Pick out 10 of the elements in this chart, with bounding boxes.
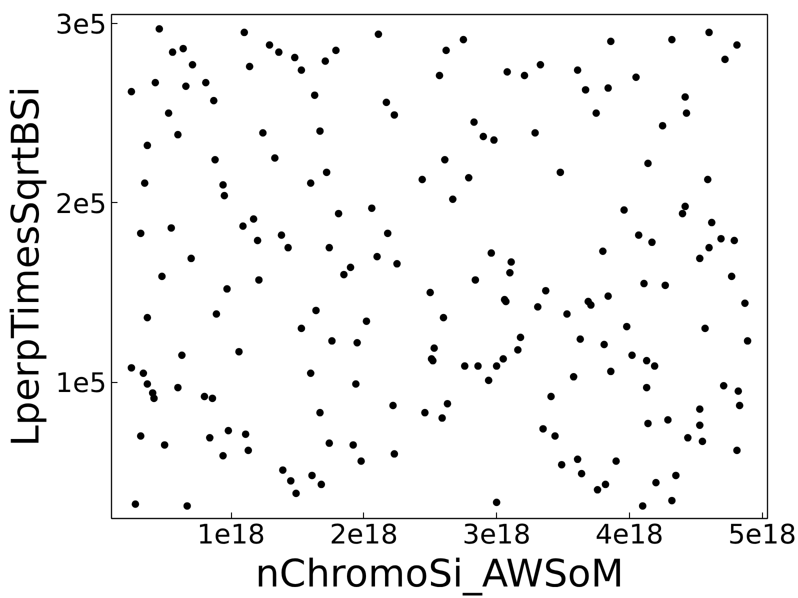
x-tick-label: 5e18 <box>728 520 796 550</box>
x-axis-title: nChromoSi_AWSoM <box>255 552 624 596</box>
y-tick-label: 3e5 <box>56 9 106 40</box>
x-tick-label: 1e18 <box>196 520 266 550</box>
x-tick-label: 3e18 <box>462 520 531 550</box>
y-tick-label: 2e5 <box>56 188 106 220</box>
x-tick-label: 2e18 <box>330 520 398 550</box>
y-axis-title: LperpTimesSqrtBSi <box>4 86 48 447</box>
y-tick-label: 1e5 <box>56 368 106 400</box>
x-tick-label: 4e18 <box>595 520 664 550</box>
